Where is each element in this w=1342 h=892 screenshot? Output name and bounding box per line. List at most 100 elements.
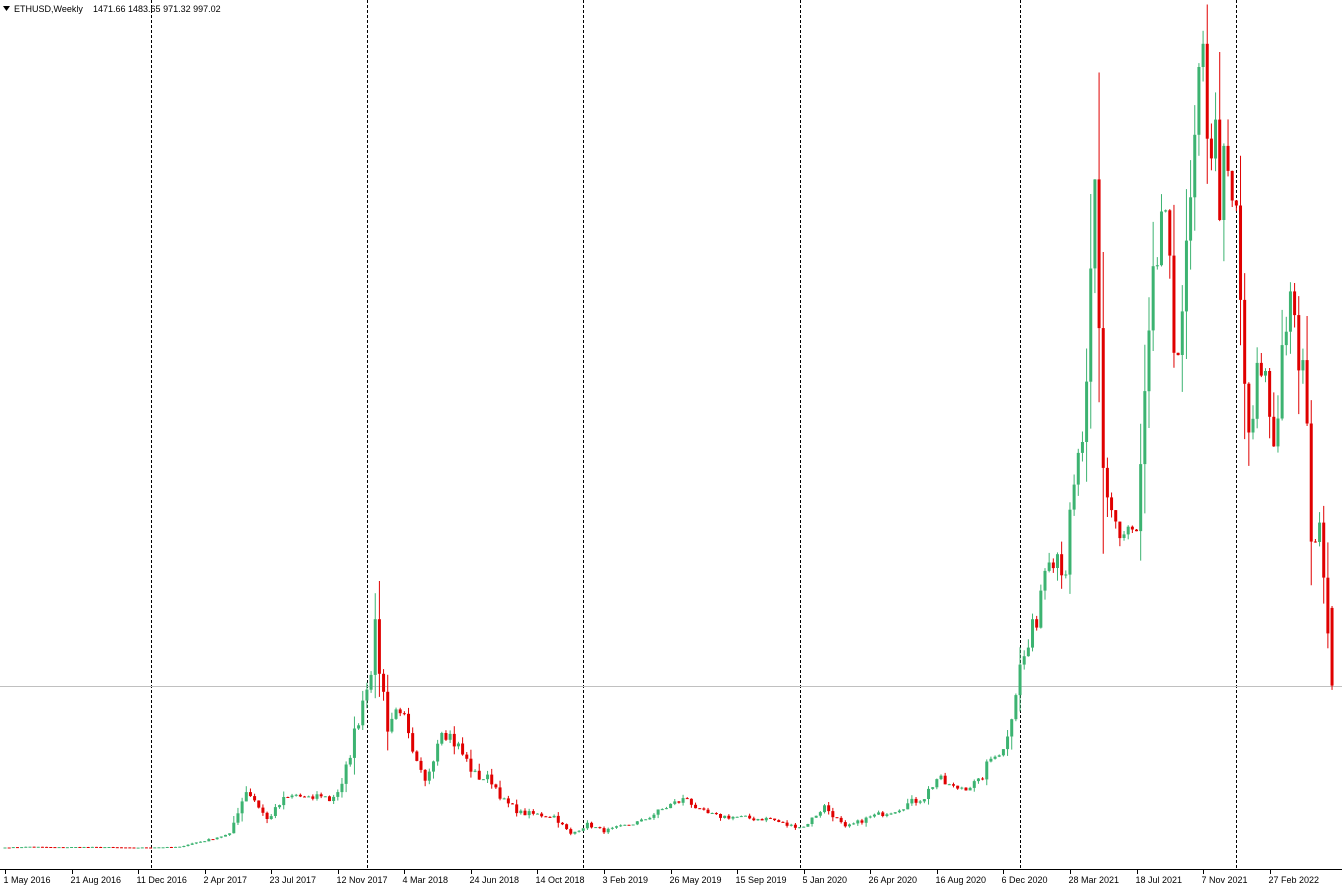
- candle-body: [577, 830, 581, 832]
- candle: [352, 716, 356, 775]
- candle-body: [868, 816, 872, 818]
- candle: [698, 808, 702, 810]
- candle-body: [103, 847, 107, 849]
- candle-body: [40, 846, 44, 848]
- candle-body: [993, 756, 997, 759]
- candle: [951, 782, 955, 788]
- candle-body: [1309, 423, 1313, 542]
- candle: [194, 842, 198, 845]
- candle: [893, 812, 897, 814]
- candle: [1072, 474, 1076, 516]
- candle-body: [714, 813, 718, 815]
- candle: [610, 826, 614, 830]
- candle: [132, 847, 136, 849]
- candle-body: [706, 809, 710, 814]
- candle: [560, 822, 564, 826]
- candle: [881, 811, 885, 818]
- candle-body: [1105, 467, 1109, 498]
- candle-body: [265, 812, 269, 819]
- candle-body: [569, 829, 573, 834]
- candle-body: [839, 817, 843, 823]
- candle: [860, 818, 864, 825]
- candle-body: [1155, 265, 1159, 267]
- candle-body: [178, 846, 182, 848]
- candle-body: [57, 847, 61, 849]
- candle: [1064, 570, 1068, 579]
- candle-body: [1080, 442, 1084, 453]
- candle: [65, 847, 69, 849]
- candle-body: [748, 815, 752, 819]
- candle-body: [1051, 562, 1055, 569]
- candle-body: [827, 805, 831, 812]
- candle-body: [186, 844, 190, 846]
- candle: [1301, 348, 1305, 384]
- candle-body: [664, 808, 668, 810]
- candle-body: [1139, 464, 1143, 532]
- candle: [57, 847, 61, 849]
- candle-body: [1326, 577, 1330, 634]
- candle: [344, 761, 348, 793]
- x-tick-label: 28 Mar 2021: [1069, 875, 1120, 885]
- candle: [872, 813, 876, 818]
- candle: [1168, 209, 1172, 279]
- candle: [1214, 92, 1218, 172]
- candle: [236, 807, 240, 825]
- candle-body: [1284, 331, 1288, 346]
- candle: [723, 815, 727, 819]
- candle-body: [1193, 134, 1197, 198]
- candle: [714, 812, 718, 815]
- candle: [327, 795, 331, 802]
- candle: [149, 847, 153, 849]
- candle-body: [877, 812, 881, 815]
- candle: [1297, 296, 1301, 415]
- candle: [1164, 209, 1168, 213]
- candle-body: [1272, 416, 1276, 447]
- candle: [78, 846, 82, 848]
- candle: [157, 847, 161, 849]
- candle-body: [585, 822, 589, 829]
- candle-body: [348, 757, 352, 765]
- candle-body: [132, 847, 136, 849]
- candle-body: [86, 847, 90, 848]
- candle: [1255, 347, 1259, 429]
- candle-body: [531, 811, 535, 814]
- candle: [20, 847, 24, 849]
- candle: [1189, 160, 1193, 270]
- candle-body: [1322, 522, 1326, 578]
- candle: [169, 846, 173, 848]
- candle-body: [669, 803, 673, 809]
- candle: [931, 787, 935, 790]
- candle: [623, 824, 627, 826]
- candle: [207, 838, 211, 842]
- candle: [448, 730, 452, 743]
- triangle-down-icon[interactable]: [3, 6, 10, 11]
- candle-body: [511, 803, 515, 805]
- candle-body: [423, 769, 427, 781]
- candle: [644, 819, 648, 821]
- candle-body: [1280, 345, 1284, 419]
- candle: [1259, 353, 1263, 378]
- candle-body: [760, 819, 764, 821]
- candle: [165, 846, 169, 848]
- candle: [877, 810, 881, 815]
- candle-body: [927, 788, 931, 799]
- candle-body: [386, 691, 390, 732]
- candle: [548, 816, 552, 818]
- candle-body: [1068, 509, 1072, 575]
- candle-body: [11, 847, 15, 849]
- candle-body: [1164, 210, 1168, 212]
- candle: [452, 726, 456, 755]
- candle-body: [872, 814, 876, 817]
- candle: [494, 783, 498, 789]
- candle: [1276, 395, 1280, 453]
- candle: [897, 809, 901, 814]
- candle-body: [902, 809, 906, 811]
- candle-body: [99, 847, 103, 848]
- candle: [278, 804, 282, 809]
- candle: [743, 815, 747, 817]
- candle: [1097, 72, 1101, 403]
- candle: [128, 847, 132, 849]
- candle: [1010, 718, 1014, 750]
- candle: [86, 846, 90, 848]
